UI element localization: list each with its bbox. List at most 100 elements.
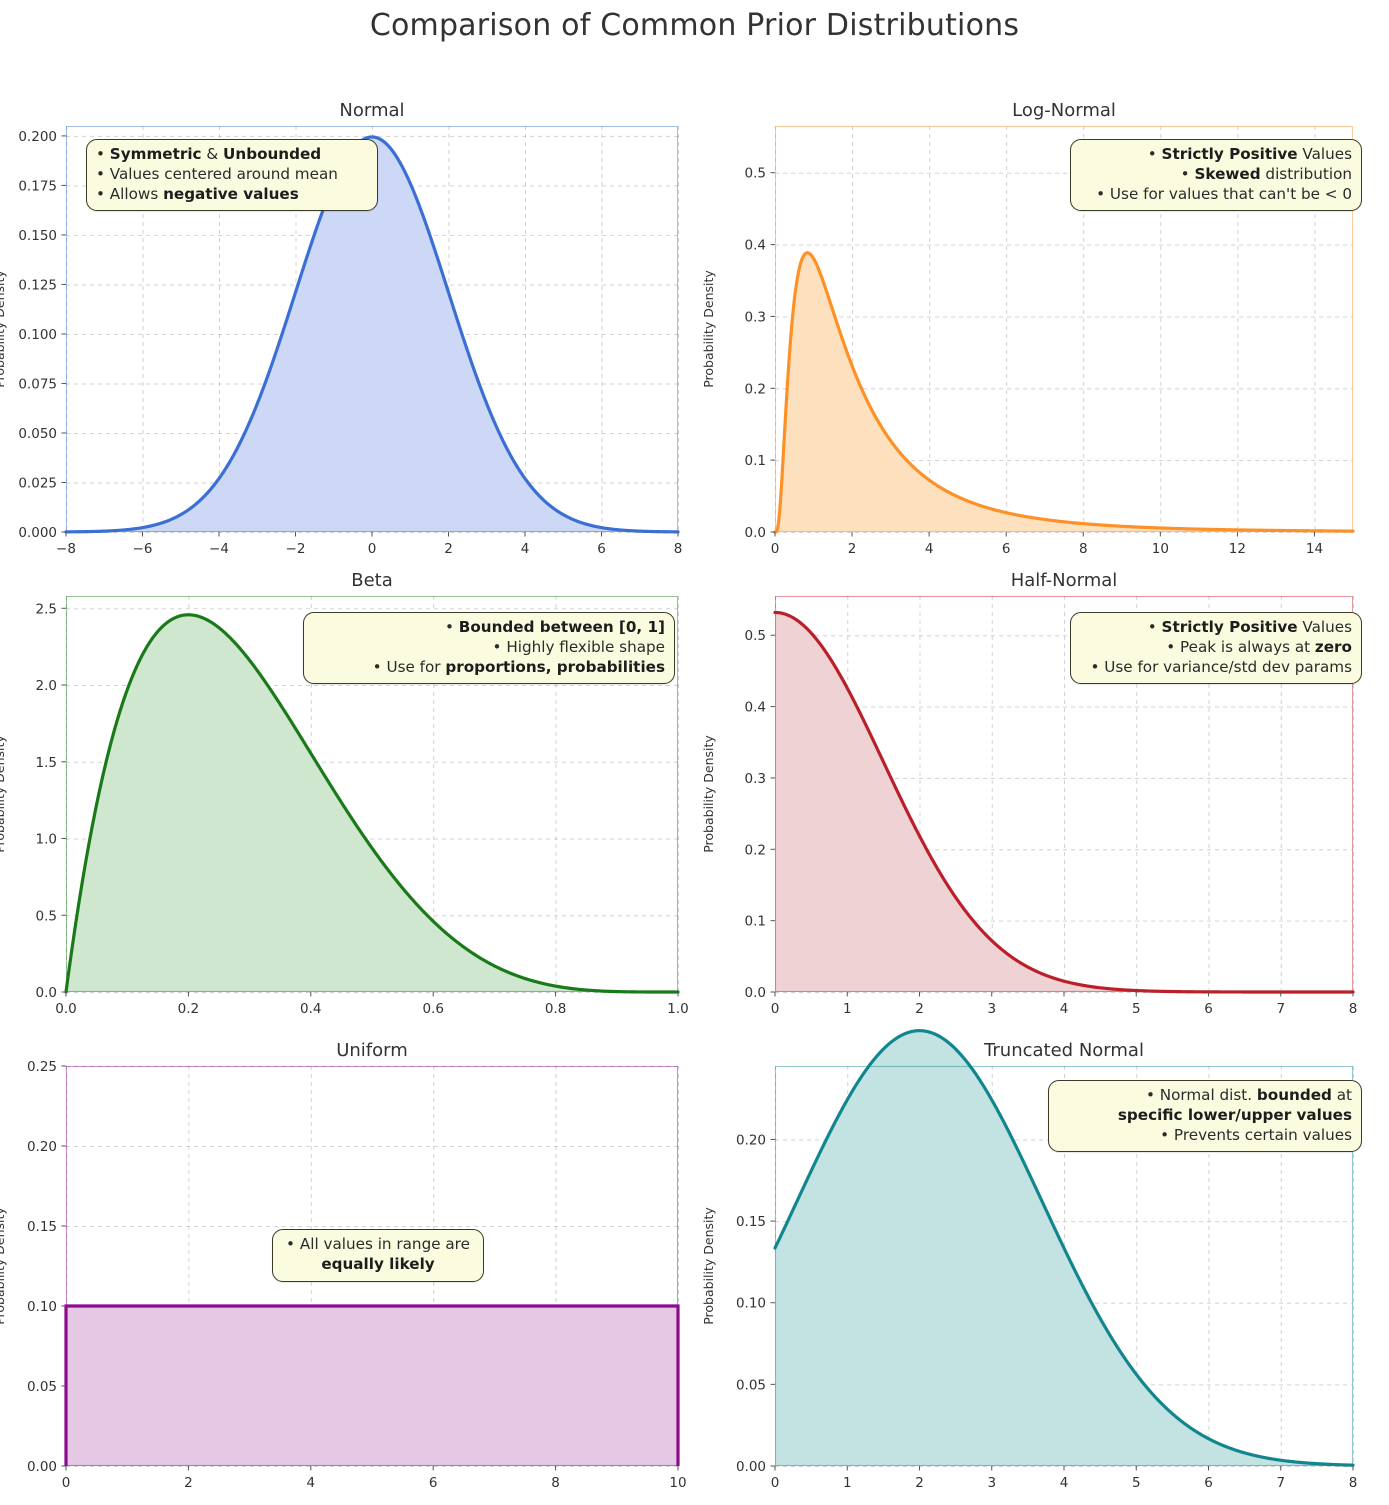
x-tick-label: 1.0 xyxy=(667,1001,688,1017)
y-tick-label: 0.5 xyxy=(745,166,766,182)
y-tick-label: 0.5 xyxy=(745,628,766,644)
x-tick-label: 3 xyxy=(987,1475,996,1491)
axis-ticks-truncnormal: 0 1 2 3 4 5 6 7 8 0.00 0.05 0.10 0.15 0.20 xyxy=(736,1132,1357,1491)
x-tick-label: 2 xyxy=(915,1001,924,1017)
annotation-line: • Strictly Positive Values xyxy=(1147,145,1352,163)
annotation-line: • Normal dist. bounded at xyxy=(1145,1086,1352,1104)
y-tick-label: 0.15 xyxy=(27,1219,57,1235)
x-tick-label: 6 xyxy=(1204,1475,1213,1491)
annotation-box-halfnormal: • Strictly Positive Values • Peak is alwa… xyxy=(1070,612,1362,685)
axes-spines-beta xyxy=(65,595,679,993)
y-tick-label: 2.0 xyxy=(36,678,57,694)
x-tick-label: 8 xyxy=(1349,1001,1358,1017)
x-tick-label: 1 xyxy=(843,1475,852,1491)
y-tick-label: 1.0 xyxy=(36,832,57,848)
axis-ticks-uniform: 0 2 4 6 8 10 0.00 0.05 0.10 0.15 0.20 0.25 xyxy=(27,1059,687,1491)
y-tick-label: 0.0 xyxy=(745,525,766,541)
x-tick-label: 3 xyxy=(987,1001,996,1017)
y-tick-label: 0.125 xyxy=(18,277,57,293)
x-tick-label: 2 xyxy=(848,541,857,557)
y-tick-label: 0.100 xyxy=(18,327,57,343)
y-tick-label: 0.4 xyxy=(745,238,766,254)
y-axis-label-truncnormal: Probability Density xyxy=(701,1207,716,1325)
y-tick-label: 0.3 xyxy=(745,309,766,325)
x-tick-label: 0 xyxy=(62,1475,71,1491)
density-line-halfnormal xyxy=(773,610,1355,994)
y-tick-label: 0.05 xyxy=(27,1379,57,1395)
density-line-truncnormal xyxy=(773,1029,1355,1467)
subplot-title-beta: Beta xyxy=(351,570,393,591)
x-tick-label: 4 xyxy=(925,541,934,557)
y-tick-label: 0.0 xyxy=(36,985,57,1001)
annotation-line: • Highly flexible shape xyxy=(492,637,665,656)
x-tick-label: −8 xyxy=(56,541,76,557)
axis-ticks-lognormal: 0 2 4 6 8 10 12 14 0.0 0.1 0.2 0.3 0.4 0.5 xyxy=(745,166,1324,557)
x-tick-label: 0.0 xyxy=(55,1001,76,1017)
density-fill-halfnormal xyxy=(775,612,1353,992)
annotation-line: • Use for variance/std dev params xyxy=(1090,657,1352,676)
y-axis-label-beta: Probability Density xyxy=(0,735,7,853)
density-line-normal xyxy=(64,135,680,534)
subplot-title-lognormal: Log-Normal xyxy=(1012,100,1116,121)
x-tick-label: 0.8 xyxy=(545,1001,566,1017)
y-tick-label: 0.05 xyxy=(736,1377,766,1393)
x-tick-label: 7 xyxy=(1276,1475,1285,1491)
x-tick-label: 0 xyxy=(368,541,377,557)
x-tick-label: 0.4 xyxy=(300,1001,321,1017)
x-tick-label: 10 xyxy=(669,1475,686,1491)
axis-ticks-halfnormal: 0 1 2 3 4 5 6 7 8 0.0 0.1 0.2 0.3 0.4 0.5 xyxy=(745,628,1358,1017)
axis-ticks-normal: −8 −6 −4 −2 0 2 4 6 8 0.000 0.025 0.050 0.075 0.100 0.… xyxy=(18,129,682,557)
y-tick-label: 0.175 xyxy=(18,178,57,194)
y-tick-label: 0.2 xyxy=(745,842,766,858)
annotation-line: • Peak is always at zero xyxy=(1166,637,1352,656)
y-tick-label: 2.5 xyxy=(36,601,57,617)
y-tick-label: 0.050 xyxy=(18,426,57,442)
annotation-line: • Use for proportions, probabilities xyxy=(372,657,665,676)
x-tick-label: 0.6 xyxy=(422,1001,443,1017)
x-tick-label: 6 xyxy=(597,541,606,557)
y-tick-label: 0.025 xyxy=(18,475,57,491)
annotation-line: • Prevents certain values xyxy=(1160,1125,1352,1144)
x-tick-label: 6 xyxy=(429,1475,438,1491)
annotation-line: • Skewed distribution xyxy=(1180,164,1352,183)
y-tick-label: 0.15 xyxy=(736,1214,766,1230)
annotation-line: • Bounded between [0, 1] xyxy=(445,618,665,636)
y-axis-label-uniform: Probability Density xyxy=(0,1207,7,1325)
y-tick-label: 0.000 xyxy=(18,525,57,541)
y-tick-label: 0.20 xyxy=(736,1132,766,1148)
x-tick-label: 6 xyxy=(1204,1001,1213,1017)
density-fill-beta xyxy=(66,614,678,992)
y-axis-label-lognormal: Probability Density xyxy=(701,270,716,388)
x-tick-label: −2 xyxy=(286,541,306,557)
subplot-title-halfnormal: Half-Normal xyxy=(1010,570,1118,591)
y-tick-label: 0.075 xyxy=(18,376,57,392)
y-tick-label: 0.00 xyxy=(27,1459,57,1475)
y-tick-label: 0.25 xyxy=(27,1059,57,1075)
subplot-title-normal: Normal xyxy=(339,100,405,121)
y-tick-label: 0.0 xyxy=(745,985,766,1001)
density-line-lognormal xyxy=(773,251,1355,534)
axes-spines-halfnormal xyxy=(774,595,1354,993)
y-tick-label: 0.10 xyxy=(27,1299,57,1315)
y-tick-label: 0.10 xyxy=(736,1296,766,1312)
x-tick-label: 8 xyxy=(674,541,683,557)
x-tick-label: −6 xyxy=(133,541,153,557)
x-tick-label: 2 xyxy=(444,541,453,557)
axis-ticks-beta: 0.0 0.2 0.4 0.6 0.8 1.0 0.0 0.5 1.0 1.5 2.0 2.5 xyxy=(36,601,689,1017)
plot-area-uniform: 0 2 4 6 8 10 0.00 0.05 0.10 0.15 0.20 0.25 Probabili… xyxy=(0,1059,687,1491)
axes-spines-truncnormal xyxy=(774,1065,1354,1467)
x-tick-label: 12 xyxy=(1229,541,1246,557)
density-fill-lognormal xyxy=(775,252,1353,532)
annotation-box-normal: • Symmetric & Unbounded • Values centered… xyxy=(86,139,378,212)
y-axis-label-normal: Probability Density xyxy=(0,270,7,388)
annotation-box-truncnormal: • Normal dist. bounded at specific lower/… xyxy=(1048,1080,1362,1153)
density-line-beta xyxy=(64,613,680,994)
subplot-title-uniform: Uniform xyxy=(336,1040,408,1061)
x-tick-label: 0.2 xyxy=(178,1001,199,1017)
y-tick-label: 0.4 xyxy=(745,700,766,716)
x-tick-label: 0 xyxy=(771,541,780,557)
x-tick-label: 5 xyxy=(1132,1001,1141,1017)
x-tick-label: 7 xyxy=(1276,1001,1285,1017)
axes-spines-uniform xyxy=(65,1065,679,1467)
x-tick-label: 4 xyxy=(1060,1001,1069,1017)
